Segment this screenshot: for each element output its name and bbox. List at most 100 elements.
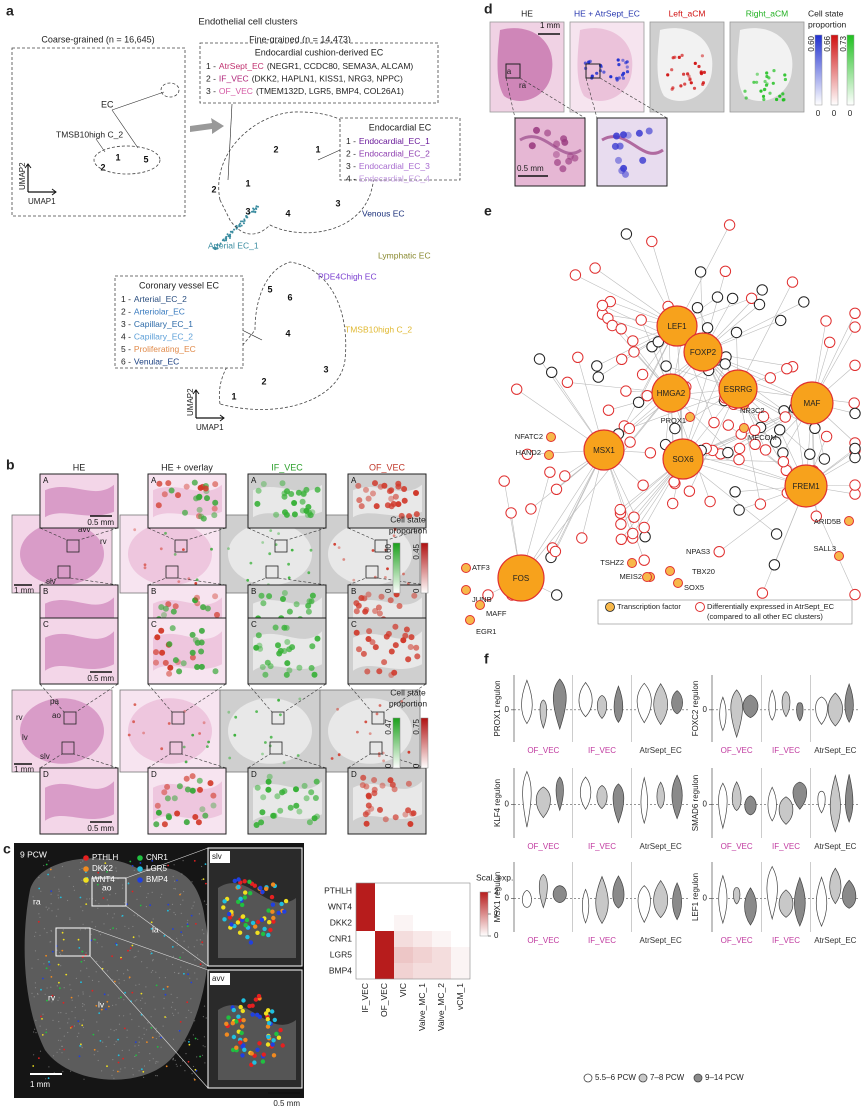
texture xyxy=(170,1006,173,1008)
texture xyxy=(31,992,33,995)
spot xyxy=(313,778,320,785)
spot xyxy=(167,864,170,867)
label: 4 xyxy=(285,208,290,218)
violin xyxy=(535,786,551,819)
spot xyxy=(286,646,293,653)
network-node xyxy=(620,228,633,240)
spot xyxy=(278,1027,283,1033)
spot xyxy=(155,809,162,816)
texture xyxy=(34,1028,36,1030)
label-part: 5 - xyxy=(121,344,131,354)
legend-dot xyxy=(137,877,143,883)
spot xyxy=(189,787,196,794)
frame xyxy=(147,767,227,835)
roi xyxy=(505,63,521,79)
spot xyxy=(413,644,420,651)
label: 1 mm xyxy=(14,586,34,595)
connector xyxy=(111,109,139,149)
label: UMAP1 xyxy=(28,197,56,206)
spot xyxy=(381,482,388,489)
network-node xyxy=(708,416,720,429)
texture xyxy=(77,995,79,997)
texture xyxy=(50,986,52,988)
spot xyxy=(259,917,265,922)
spot xyxy=(365,495,372,502)
frame xyxy=(147,617,227,685)
texture xyxy=(190,998,192,1000)
label-part: Arterial_EC_2 xyxy=(134,294,187,304)
spot xyxy=(112,927,114,929)
spot xyxy=(227,710,231,714)
spot xyxy=(212,481,219,488)
spot xyxy=(172,928,174,930)
spot xyxy=(272,1017,277,1023)
frame xyxy=(247,767,327,835)
spot xyxy=(697,64,701,69)
texture xyxy=(105,887,107,890)
frame xyxy=(147,473,227,529)
heatmap-cell xyxy=(451,947,470,963)
spot xyxy=(408,634,415,641)
spot xyxy=(269,894,275,900)
spot xyxy=(155,502,162,509)
connector xyxy=(377,577,427,586)
spot xyxy=(226,1015,231,1020)
label: 4 xyxy=(285,328,290,338)
network-node xyxy=(824,336,836,348)
spot xyxy=(236,884,241,890)
hub-node xyxy=(656,305,698,347)
spot xyxy=(376,668,383,675)
heatmap-cell xyxy=(394,899,413,915)
label-part: (NEGR1, CCDC80, SEMA3A, ALCAM) xyxy=(267,61,414,71)
spot xyxy=(700,54,705,58)
texture xyxy=(201,929,203,931)
texture xyxy=(152,970,154,972)
hub-label: ESRRG xyxy=(724,385,752,394)
frame xyxy=(247,473,327,529)
connector xyxy=(147,753,171,769)
texture xyxy=(98,931,100,933)
spot xyxy=(198,732,202,735)
texture xyxy=(182,899,184,901)
spot xyxy=(375,712,379,716)
violin xyxy=(815,876,828,928)
texture xyxy=(202,1016,204,1018)
spot xyxy=(291,511,298,518)
spot xyxy=(259,664,266,670)
spot xyxy=(194,594,200,601)
label: 0.5 mm xyxy=(87,518,114,527)
spot xyxy=(175,492,181,499)
heatmap-cell xyxy=(413,899,432,915)
gene-label: NFATC2 xyxy=(515,432,543,441)
texture xyxy=(109,894,111,896)
texture xyxy=(80,862,82,864)
spot xyxy=(257,1041,262,1046)
spot xyxy=(276,1035,282,1040)
texture xyxy=(155,971,157,973)
spot xyxy=(226,911,232,917)
texture xyxy=(32,896,34,898)
tissue xyxy=(45,631,114,671)
box-title: Endocardial cushion-derived EC xyxy=(255,47,384,57)
spot xyxy=(356,646,362,653)
texture xyxy=(45,1078,47,1080)
connector xyxy=(277,577,327,586)
texture xyxy=(152,959,154,961)
tf-node xyxy=(461,563,471,573)
spot xyxy=(179,893,181,896)
network-node xyxy=(521,448,534,460)
spot xyxy=(363,486,369,493)
spot xyxy=(207,740,211,744)
spot xyxy=(755,80,759,84)
texture xyxy=(174,888,177,890)
spot xyxy=(353,629,360,636)
spot xyxy=(405,780,412,787)
spot xyxy=(239,1030,244,1036)
texture xyxy=(74,1006,76,1008)
umap-point xyxy=(252,210,255,213)
spot xyxy=(376,610,383,617)
network-node xyxy=(546,366,558,378)
label-part: Venular_EC xyxy=(134,357,179,367)
spot xyxy=(166,985,169,988)
spot xyxy=(282,761,286,765)
